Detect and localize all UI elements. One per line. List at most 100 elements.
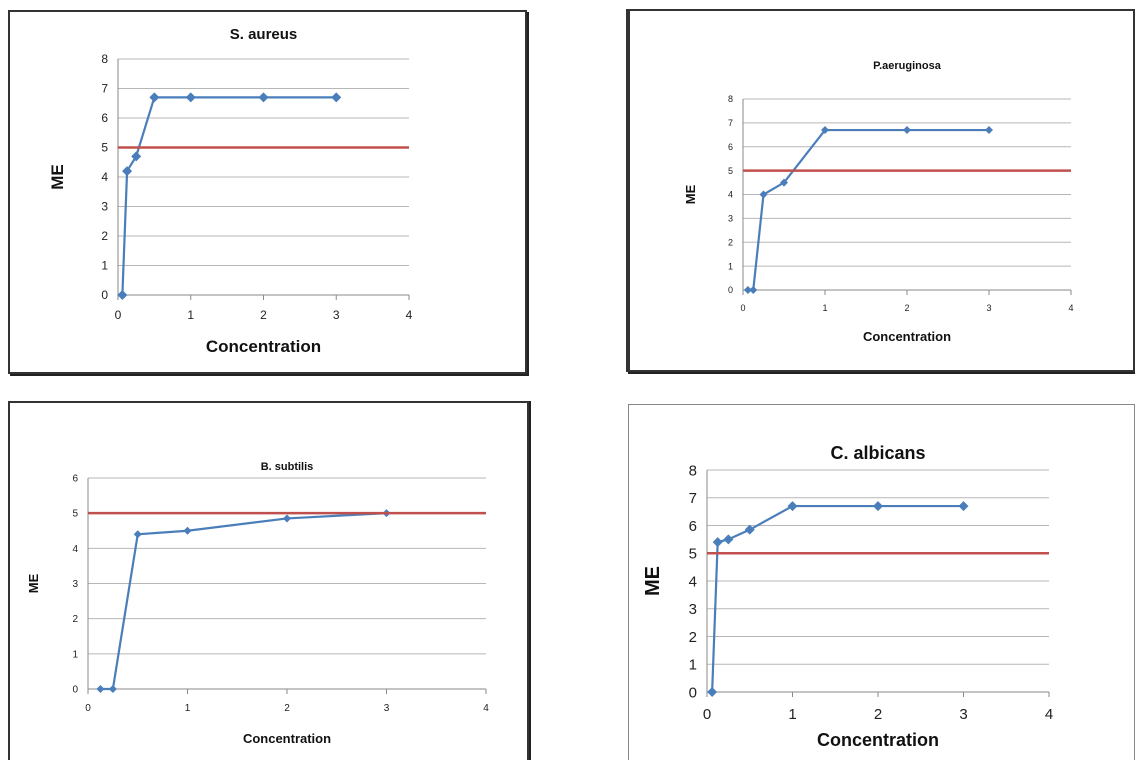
chart-title-b-subtilis: B. subtilis	[261, 461, 314, 473]
y-tick-label: 4	[689, 573, 697, 590]
y-tick-label: 4	[72, 544, 78, 555]
x-axis-title: Concentration	[863, 329, 951, 344]
data-point	[258, 92, 269, 103]
data-point	[744, 524, 755, 535]
data-point	[873, 501, 883, 512]
chart-title-s-aureus: S. aureus	[230, 26, 298, 43]
x-tick-label: 1	[185, 703, 191, 714]
x-axis-title: Concentration	[817, 730, 939, 750]
chart-title-p-aeruginosa: P.aeruginosa	[873, 60, 942, 72]
data-point	[712, 537, 723, 548]
chart-svg-b-subtilis: 0 1 2 3 4 5 6 0 1 2 3 4 B. subtilis Concentration ME	[26, 461, 489, 746]
data-point	[117, 290, 128, 300]
data-point	[759, 190, 768, 199]
x-tick-label: 1	[822, 303, 827, 313]
y-tick-label: 5	[72, 509, 78, 520]
y-tick-label: 6	[72, 474, 78, 485]
x-tick-label: 2	[874, 706, 882, 723]
y-tick-label: 1	[728, 261, 733, 271]
y-tick-label: 7	[101, 82, 108, 96]
y-axis-title: ME	[48, 164, 67, 190]
y-tick-label: 2	[101, 229, 108, 243]
y-tick-label: 1	[72, 649, 78, 660]
y-tick-label: 0	[689, 684, 697, 701]
chart-svg-c-albicans: 0 1 2 3 4 5 6 7 8 0 1 2 3 4 C. albicans Concentration ME	[642, 443, 1053, 750]
y-axis-title: ME	[642, 566, 664, 596]
x-tick-label: 4	[483, 703, 489, 714]
y-tick-label: 7	[689, 490, 697, 507]
y-tick-label: 0	[728, 285, 733, 295]
y-tick-label: 3	[689, 601, 697, 618]
y-tick-label: 6	[689, 518, 697, 535]
y-tick-label: 0	[72, 685, 78, 696]
data-point	[183, 526, 192, 535]
data-point	[96, 685, 105, 693]
data-point	[122, 166, 133, 177]
y-tick-label: 2	[728, 237, 733, 247]
data-point	[331, 92, 342, 103]
y-tick-label: 6	[101, 111, 108, 125]
y-tick-label: 2	[689, 629, 697, 646]
x-tick-label: 4	[1068, 303, 1073, 313]
data-point	[707, 687, 718, 697]
y-tick-label: 8	[101, 52, 108, 66]
x-tick-label: 4	[406, 308, 413, 322]
data-point	[985, 126, 993, 135]
data-point	[283, 514, 291, 523]
chart-panel-p-aeruginosa: 0 1 2 3 4 5 6 7 8 0 1 2 3 4 P.aeruginosa Concentration M…	[626, 9, 1135, 372]
y-tick-label: 3	[101, 200, 108, 214]
y-tick-label: 3	[728, 214, 733, 224]
chart-panel-s-aureus: 0 1 2 3 4 5 6 7 8 0 1 2 3 4 S. aureus Concentration ME	[8, 10, 527, 374]
x-tick-label: 2	[284, 703, 290, 714]
y-axis-title: ME	[683, 184, 698, 204]
y-tick-label: 8	[728, 94, 733, 104]
x-tick-label: 0	[115, 308, 122, 322]
data-point	[149, 92, 160, 103]
x-tick-label: 0	[703, 706, 711, 723]
y-tick-label: 7	[728, 118, 733, 128]
chart-panel-c-albicans: 0 1 2 3 4 5 6 7 8 0 1 2 3 4 C. albicans Concentration ME	[628, 404, 1135, 760]
data-point	[749, 286, 758, 294]
x-tick-label: 0	[85, 703, 91, 714]
y-tick-label: 2	[72, 614, 78, 625]
y-tick-label: 4	[728, 190, 733, 200]
x-tick-label: 3	[333, 308, 340, 322]
x-tick-label: 3	[959, 706, 967, 723]
y-axis-title: ME	[26, 573, 41, 593]
y-tick-label: 4	[101, 170, 108, 184]
y-tick-label: 5	[689, 546, 697, 563]
data-point	[131, 151, 142, 162]
x-tick-label: 2	[904, 303, 909, 313]
x-tick-label: 0	[740, 303, 745, 313]
chart-panel-b-subtilis: 0 1 2 3 4 5 6 0 1 2 3 4 B. subtilis Concentration ME	[8, 401, 529, 760]
y-tick-label: 5	[728, 166, 733, 176]
data-point	[723, 534, 734, 545]
y-tick-label: 3	[72, 579, 78, 590]
data-point	[780, 178, 788, 187]
data-point	[821, 126, 829, 135]
data-point	[185, 92, 196, 103]
x-tick-label: 3	[986, 303, 991, 313]
data-point	[133, 530, 142, 539]
data-point	[958, 501, 969, 512]
chart-title-c-albicans: C. albicans	[830, 443, 925, 463]
x-tick-label: 3	[384, 703, 390, 714]
y-tick-label: 6	[728, 142, 733, 152]
x-axis-title: Concentration	[243, 731, 331, 746]
y-tick-label: 8	[689, 462, 697, 479]
y-tick-label: 5	[101, 141, 108, 155]
chart-svg-p-aeruginosa: 0 1 2 3 4 5 6 7 8 0 1 2 3 4 P.aeruginosa Concentration M…	[683, 60, 1074, 344]
x-tick-label: 1	[788, 706, 796, 723]
x-tick-label: 1	[187, 308, 194, 322]
chart-svg-s-aureus: 0 1 2 3 4 5 6 7 8 0 1 2 3 4 S. aureus Concentration ME	[48, 26, 413, 356]
x-axis-title: Concentration	[206, 337, 321, 356]
y-tick-label: 1	[689, 657, 697, 674]
data-point	[108, 685, 117, 693]
series-line	[100, 512, 387, 691]
y-tick-label: 1	[101, 259, 108, 273]
data-point	[903, 126, 911, 135]
data-point	[787, 501, 798, 512]
data-point	[743, 286, 752, 294]
x-tick-label: 4	[1045, 706, 1053, 723]
y-tick-label: 0	[101, 288, 108, 302]
